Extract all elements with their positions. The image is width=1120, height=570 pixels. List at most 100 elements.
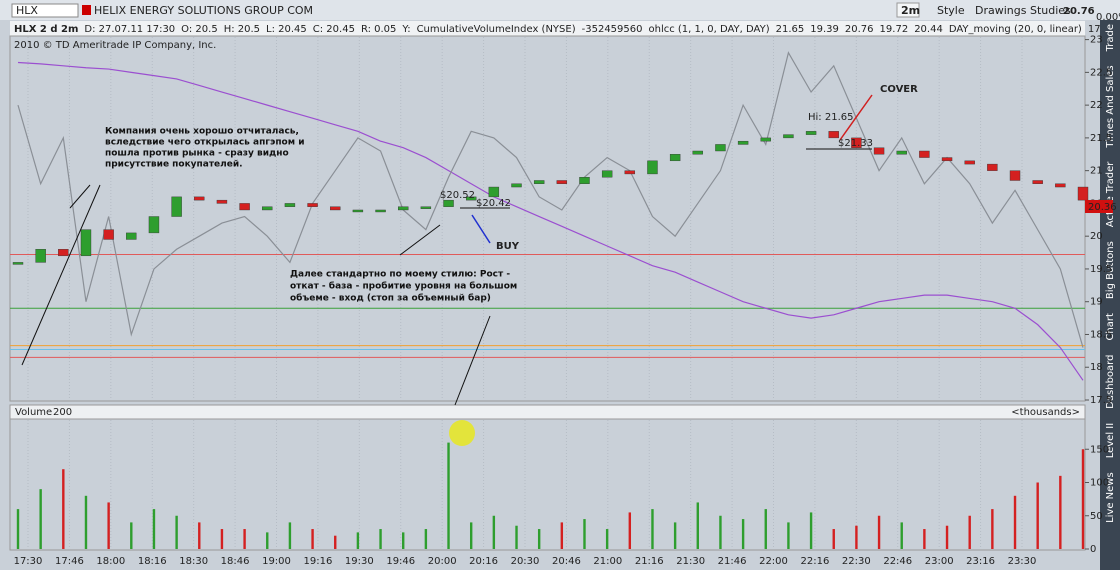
change: 0.00% — [1096, 12, 1120, 23]
side-tab[interactable]: Times And Sales — [1105, 65, 1116, 148]
x-tick-label: 21:30 — [676, 556, 705, 567]
candle — [239, 203, 250, 211]
candle — [669, 154, 681, 162]
note-line: Далее стандартно по моему стилю: Рост - — [290, 270, 510, 280]
buy-arrow — [471, 214, 491, 244]
info-row — [10, 21, 1085, 36]
studies-button[interactable]: Studies — [1030, 4, 1071, 17]
note-line: объеме - вход (стоп за объемный бар) — [290, 293, 491, 304]
candle — [851, 137, 862, 148]
toolbar — [0, 0, 1120, 20]
y-tick-label: 18 — [1090, 362, 1103, 373]
candle — [262, 206, 273, 211]
volume-bar — [1013, 495, 1017, 549]
side-tab[interactable]: Live News — [1105, 472, 1116, 523]
candle — [216, 199, 228, 204]
side-tab[interactable]: Active Trader — [1105, 161, 1116, 227]
x-tick-label: 22:16 — [801, 556, 830, 567]
x-tick-label: 20:46 — [552, 556, 581, 567]
info-item: H: 20.5 — [224, 24, 260, 35]
x-tick-label: 23:00 — [925, 556, 954, 567]
volume-bar — [832, 529, 835, 549]
y-tick-label: 22 — [1090, 100, 1103, 111]
candle — [80, 229, 92, 257]
plot: 17.51818.51919.52020.52121.52222.5230501… — [10, 35, 1112, 567]
volume-bar — [651, 509, 654, 549]
candle — [783, 134, 794, 139]
arrow — [69, 184, 91, 209]
note-line: пошла против рынка - сразу видно — [105, 149, 289, 159]
volume-bar — [719, 515, 722, 549]
candle — [103, 229, 114, 240]
candle — [330, 206, 341, 211]
info-item: 20.76 — [845, 24, 874, 35]
side-tab[interactable]: Big Buttons — [1105, 241, 1116, 299]
period-button[interactable] — [896, 2, 920, 18]
period: 2m — [901, 4, 920, 17]
candle — [420, 206, 432, 209]
x-tick-label: 21:00 — [593, 556, 622, 567]
volume-bar — [469, 522, 473, 549]
cover-arrow — [839, 94, 873, 141]
buy-label: BUY — [496, 241, 520, 252]
study-line — [17, 61, 1084, 381]
volume-bar — [1059, 475, 1062, 549]
volume-bar — [16, 509, 20, 549]
info-item: L: 20.45 — [266, 24, 307, 35]
note-line: Компания очень хорошо отчиталась, — [105, 127, 299, 137]
info-item: D: 27.07.11 17:30 — [84, 24, 175, 35]
y-tick-label: 19 — [1090, 297, 1103, 308]
volume-bar — [84, 495, 88, 549]
x-tick-label: 23:16 — [966, 556, 995, 567]
volume-bar — [447, 442, 450, 549]
x-tick-label: 17:46 — [55, 556, 84, 567]
candle — [1032, 180, 1043, 184]
x-tick-label: 19:00 — [262, 556, 291, 567]
volume-bar — [537, 529, 541, 549]
x-tick-label: 20:30 — [511, 556, 540, 567]
hi-label: Hi: 21.65 — [808, 112, 853, 123]
candle — [828, 131, 839, 139]
company: HELIX ENERGY SOLUTIONS GROUP COM — [94, 4, 313, 17]
volume-bar — [311, 529, 314, 549]
candle — [896, 150, 907, 155]
candle — [987, 163, 998, 171]
symbol-box[interactable] — [11, 3, 79, 18]
info-items: HLX 2 d 2m D: 27.07.11 17:30 O: 20.5 H: 20.… — [14, 24, 1116, 35]
side-tab[interactable]: Trade — [1105, 24, 1116, 52]
x-tick-label: 19:16 — [304, 556, 333, 567]
candle — [964, 160, 975, 165]
volume-bar — [130, 522, 133, 549]
volume-bar — [787, 522, 790, 549]
volume-bar — [991, 509, 994, 549]
volume-label: Volume — [15, 407, 52, 418]
candle — [556, 180, 568, 184]
candle — [941, 157, 953, 162]
y-tick-label: 21.5 — [1090, 133, 1112, 144]
drawings-button[interactable]: Drawings — [975, 4, 1027, 17]
side-tab[interactable]: Dashboard — [1105, 355, 1116, 409]
candle — [465, 196, 477, 201]
volume-bar — [334, 535, 337, 549]
x-tick-label: 22:00 — [759, 556, 788, 567]
side-tab[interactable]: Chart — [1105, 313, 1116, 341]
volume-bar — [1081, 449, 1085, 549]
symbol: HLX — [16, 4, 38, 17]
price-tag-text: 20.36 — [1088, 202, 1117, 213]
volume-bar — [220, 529, 224, 549]
style-button[interactable]: Style — [937, 4, 965, 17]
info-item: ohlcc (1, 1, 0, DAY, DAY) — [649, 24, 770, 35]
volume-bar — [515, 525, 518, 549]
info-item: R: 0.05 — [361, 24, 396, 35]
side-tab[interactable]: Level II — [1105, 423, 1116, 458]
price-tag — [1085, 200, 1113, 213]
candle — [579, 177, 590, 184]
info-item: O: 20.5 — [181, 24, 218, 35]
price-panel — [9, 35, 1086, 402]
volume-bar — [741, 519, 745, 549]
x-tick-label: 20:16 — [469, 556, 498, 567]
arrow — [454, 315, 491, 406]
flag — [82, 5, 91, 15]
volume-bar — [560, 522, 564, 549]
volume-bar — [696, 502, 699, 549]
